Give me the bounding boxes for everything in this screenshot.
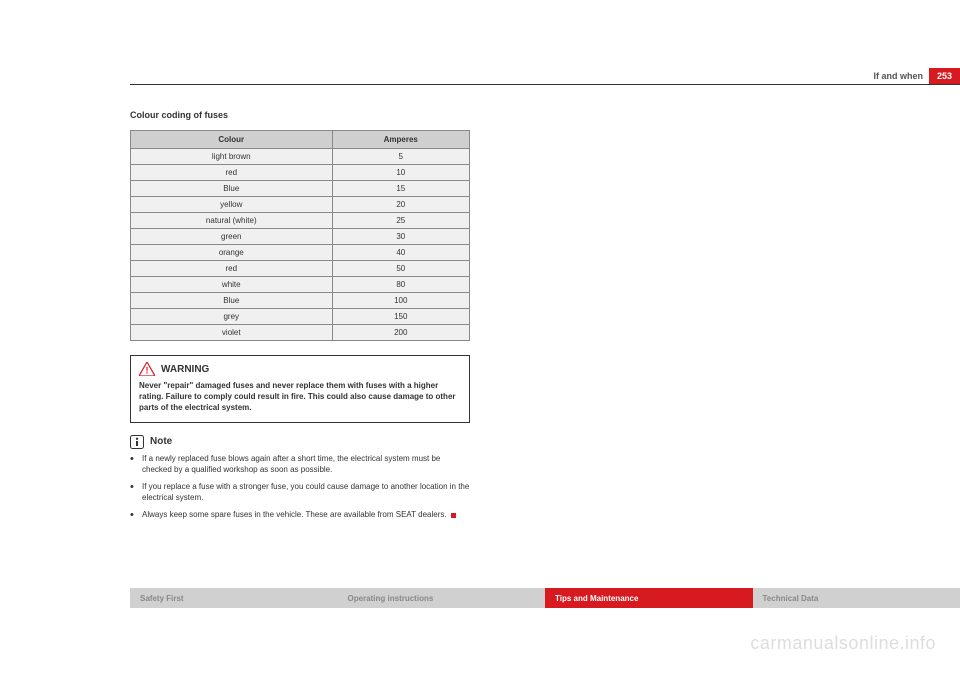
footer-tabs: Safety FirstOperating instructionsTips a… xyxy=(130,588,960,608)
table-cell: natural (white) xyxy=(131,213,333,229)
footer-tab: Technical Data xyxy=(753,588,960,608)
note-title: Note xyxy=(150,436,172,447)
table-cell: 15 xyxy=(332,181,469,197)
table-cell: white xyxy=(131,277,333,293)
list-item: If a newly replaced fuse blows again aft… xyxy=(130,453,470,475)
warning-triangle-icon: ! xyxy=(139,362,155,376)
fuse-table-body: light brown5red10Blue15yellow20natural (… xyxy=(131,149,470,341)
page-number: 253 xyxy=(929,68,960,84)
table-cell: 10 xyxy=(332,165,469,181)
table-cell: 150 xyxy=(332,309,469,325)
table-header-row: Colour Amperes xyxy=(131,131,470,149)
note-bullet-list: If a newly replaced fuse blows again aft… xyxy=(130,453,470,521)
table-cell: 25 xyxy=(332,213,469,229)
warning-box: ! WARNING Never "repair" damaged fuses a… xyxy=(130,355,470,423)
footer-tab: Tips and Maintenance xyxy=(545,588,753,608)
table-cell: Blue xyxy=(131,181,333,197)
table-cell: orange xyxy=(131,245,333,261)
table-row: red10 xyxy=(131,165,470,181)
section-title: Colour coding of fuses xyxy=(130,110,470,120)
header-tab: If and when 253 xyxy=(873,68,960,84)
table-header-colour: Colour xyxy=(131,131,333,149)
page: If and when 253 Colour coding of fuses C… xyxy=(0,0,960,678)
table-row: red50 xyxy=(131,261,470,277)
table-cell: red xyxy=(131,165,333,181)
table-cell: 30 xyxy=(332,229,469,245)
table-cell: 80 xyxy=(332,277,469,293)
warning-header: ! WARNING xyxy=(139,362,461,376)
table-row: yellow20 xyxy=(131,197,470,213)
watermark: carmanualsonline.info xyxy=(750,633,936,654)
table-cell: grey xyxy=(131,309,333,325)
warning-title: WARNING xyxy=(161,364,209,375)
svg-text:!: ! xyxy=(146,366,149,376)
table-row: white80 xyxy=(131,277,470,293)
table-cell: 50 xyxy=(332,261,469,277)
footer-tab: Operating instructions xyxy=(338,588,546,608)
info-icon xyxy=(130,435,144,449)
note-header: Note xyxy=(130,435,470,449)
table-cell: light brown xyxy=(131,149,333,165)
table-row: light brown5 xyxy=(131,149,470,165)
table-cell: red xyxy=(131,261,333,277)
header-rule xyxy=(130,84,960,85)
footer-tab: Safety First xyxy=(130,588,338,608)
table-row: grey150 xyxy=(131,309,470,325)
table-row: violet200 xyxy=(131,325,470,341)
table-cell: violet xyxy=(131,325,333,341)
table-cell: yellow xyxy=(131,197,333,213)
table-row: green30 xyxy=(131,229,470,245)
warning-text: Never "repair" damaged fuses and never r… xyxy=(139,380,461,414)
table-cell: 40 xyxy=(332,245,469,261)
table-cell: 20 xyxy=(332,197,469,213)
fuse-table: Colour Amperes light brown5red10Blue15ye… xyxy=(130,130,470,341)
section-name: If and when xyxy=(873,71,923,81)
content-column: Colour coding of fuses Colour Amperes li… xyxy=(130,110,470,527)
table-row: orange40 xyxy=(131,245,470,261)
end-marker-icon xyxy=(451,513,456,518)
table-row: Blue100 xyxy=(131,293,470,309)
table-cell: green xyxy=(131,229,333,245)
table-cell: 200 xyxy=(332,325,469,341)
table-cell: Blue xyxy=(131,293,333,309)
table-header-amperes: Amperes xyxy=(332,131,469,149)
list-item: Always keep some spare fuses in the vehi… xyxy=(130,509,470,520)
table-row: Blue15 xyxy=(131,181,470,197)
table-row: natural (white)25 xyxy=(131,213,470,229)
list-item: If you replace a fuse with a stronger fu… xyxy=(130,481,470,503)
table-cell: 100 xyxy=(332,293,469,309)
table-cell: 5 xyxy=(332,149,469,165)
